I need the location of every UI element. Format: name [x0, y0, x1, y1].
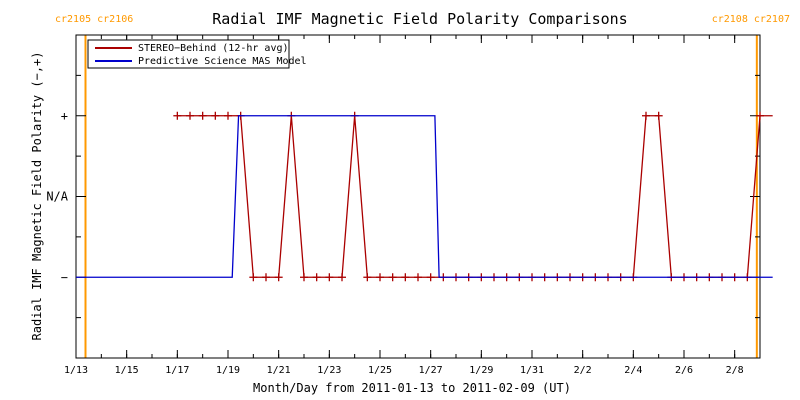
series-lines — [76, 111, 773, 282]
plot-frame — [75, 34, 761, 359]
x-tick-label: 2/6 — [675, 365, 693, 376]
data-point-marker — [262, 273, 270, 282]
y-axis-label: Radial IMF Magnetic Field Polarity (−,+) — [30, 52, 44, 341]
data-point-marker — [173, 111, 182, 120]
x-tick-label: 2/2 — [574, 365, 592, 376]
data-point-marker — [312, 273, 321, 282]
data-point-marker — [426, 273, 435, 282]
data-point-marker — [300, 273, 308, 282]
legend-box — [87, 39, 290, 69]
data-point-marker — [338, 273, 346, 282]
data-point-marker — [249, 273, 258, 282]
x-tick-label: 1/29 — [469, 365, 493, 376]
data-point-marker — [186, 111, 194, 120]
legend: STEREO−Behind (12-hr avg) Predictive Sci… — [87, 39, 307, 69]
legend-label-mas-model: Predictive Science MAS Model — [138, 56, 307, 67]
y-axis-ticks: − N/A + — [46, 74, 760, 319]
carrington-rotation-label: cr2108 cr2107 — [712, 14, 790, 25]
x-tick-label: 1/23 — [317, 365, 341, 376]
data-point-marker — [274, 273, 283, 282]
data-point-marker — [642, 111, 650, 120]
data-point-marker — [756, 111, 764, 120]
y-tick-label: + — [61, 109, 68, 123]
data-point-marker — [325, 273, 334, 282]
carrington-rotation-label: cr2105 cr2106 — [55, 14, 133, 25]
data-point-marker — [224, 111, 232, 120]
data-point-marker — [376, 273, 384, 282]
x-tick-label: 1/13 — [64, 365, 88, 376]
x-tick-label: 1/21 — [267, 365, 291, 376]
series-line-mas-model — [76, 115, 773, 278]
x-tick-label: 2/8 — [726, 365, 744, 376]
chart-title: Radial IMF Magnetic Field Polarity Compa… — [212, 10, 627, 28]
data-point-marker — [198, 111, 207, 120]
data-point-marker — [414, 273, 422, 282]
x-tick-label: 1/19 — [216, 365, 240, 376]
y-tick-label: − — [61, 270, 68, 284]
data-point-marker — [401, 273, 410, 282]
x-tick-label: 1/31 — [520, 365, 544, 376]
x-axis-label: Month/Day from 2011-01-13 to 2011-02-09 … — [253, 381, 571, 395]
series-line-stereo — [177, 115, 773, 278]
x-tick-label: 2/4 — [624, 365, 642, 376]
x-tick-label: 1/25 — [368, 365, 392, 376]
legend-label-stereo: STEREO−Behind (12-hr avg) — [138, 43, 289, 54]
data-point-marker — [211, 111, 220, 120]
x-tick-label: 1/15 — [115, 365, 139, 376]
data-point-marker — [654, 111, 663, 120]
data-point-marker — [363, 273, 372, 282]
x-tick-label: 1/27 — [419, 365, 443, 376]
data-point-marker — [388, 273, 397, 282]
x-tick-label: 1/17 — [165, 365, 189, 376]
x-axis-ticks: 1/13 1/15 1/17 1/19 1/21 1/23 1/25 1/27 1/29 1/31… — [64, 35, 761, 376]
y-tick-label: N/A — [46, 190, 68, 204]
